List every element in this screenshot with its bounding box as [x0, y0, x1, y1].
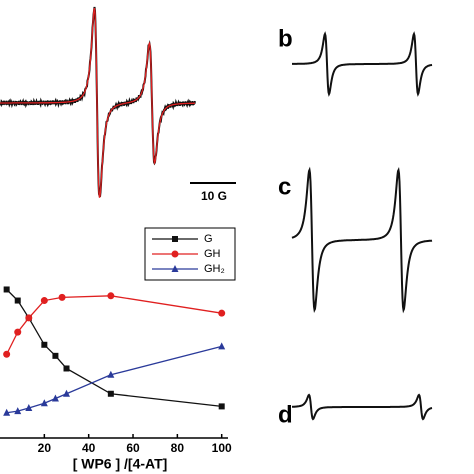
panel-label: d	[278, 401, 293, 428]
marker	[58, 293, 66, 301]
marker	[107, 292, 115, 300]
legend-label: GH₂	[204, 263, 225, 275]
legend-label: G	[204, 233, 213, 245]
panel-label: b	[278, 25, 293, 52]
marker	[40, 399, 48, 407]
legend-label: GH	[204, 248, 221, 260]
marker	[51, 394, 59, 402]
marker	[218, 403, 225, 410]
marker	[107, 390, 114, 397]
x-tick-label: 40	[82, 441, 96, 455]
x-tick-label: 80	[171, 441, 185, 455]
marker	[14, 407, 22, 415]
marker	[40, 297, 48, 305]
spectrum-b	[292, 31, 433, 97]
marker	[171, 250, 179, 258]
marker	[14, 328, 22, 336]
marker	[25, 314, 33, 322]
spectrum-fit	[0, 7, 195, 198]
marker	[172, 236, 178, 242]
marker	[63, 365, 70, 372]
marker	[63, 389, 71, 397]
marker	[14, 297, 21, 304]
marker	[171, 265, 179, 272]
x-axis-label: [ WP6 ] /[4-AT]	[73, 456, 168, 472]
x-tick-label: 60	[126, 441, 140, 455]
spectrum-d	[292, 393, 433, 421]
marker	[218, 342, 226, 350]
marker	[3, 408, 11, 416]
marker	[3, 350, 11, 358]
marker	[218, 309, 226, 317]
spectra	[0, 6, 433, 421]
spectrum-c	[291, 166, 433, 314]
series-line	[6, 345, 222, 414]
marker	[41, 341, 48, 348]
marker	[3, 286, 10, 293]
x-tick-label: 100	[212, 441, 232, 455]
marker	[25, 403, 33, 411]
marker	[107, 370, 115, 378]
panel-label: c	[278, 173, 291, 200]
marker	[52, 352, 59, 359]
scale-bar-label: 10 G	[201, 189, 227, 203]
series-line	[6, 295, 222, 355]
x-tick-label: 20	[38, 441, 52, 455]
